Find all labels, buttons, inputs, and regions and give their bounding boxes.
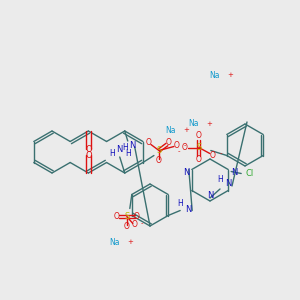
- Text: O: O: [196, 131, 202, 140]
- Text: O: O: [156, 156, 162, 165]
- Text: H: H: [125, 148, 130, 158]
- Text: O: O: [134, 212, 140, 221]
- Text: O: O: [85, 151, 92, 160]
- Text: Cl: Cl: [245, 169, 253, 178]
- Text: N: N: [130, 140, 136, 149]
- Text: N: N: [117, 145, 123, 154]
- Text: N: N: [225, 179, 231, 188]
- Text: -: -: [178, 148, 180, 154]
- Text: O: O: [166, 138, 172, 147]
- Text: +: +: [127, 239, 133, 245]
- Text: +: +: [206, 121, 212, 127]
- Text: H: H: [217, 175, 223, 184]
- Text: O: O: [114, 212, 120, 221]
- Text: N: N: [207, 190, 213, 200]
- Text: -: -: [184, 142, 186, 148]
- Text: H: H: [122, 143, 128, 152]
- Text: N: N: [183, 168, 189, 177]
- Text: Na: Na: [210, 70, 220, 80]
- Text: S: S: [196, 143, 201, 152]
- Text: O: O: [85, 145, 92, 154]
- Text: N: N: [231, 168, 237, 177]
- Text: +: +: [183, 128, 189, 134]
- Text: S: S: [156, 146, 162, 155]
- Text: O: O: [182, 143, 188, 152]
- Text: O: O: [196, 155, 202, 164]
- Text: O: O: [210, 151, 216, 160]
- Text: Na: Na: [189, 119, 199, 128]
- Text: S: S: [124, 212, 129, 221]
- Text: H: H: [109, 148, 115, 158]
- Text: Na: Na: [166, 126, 176, 135]
- Text: O: O: [132, 220, 138, 229]
- Text: -: -: [141, 220, 143, 226]
- Text: -: -: [220, 151, 222, 157]
- Text: O: O: [124, 222, 130, 231]
- Text: H: H: [177, 199, 183, 208]
- Text: N: N: [185, 205, 191, 214]
- Text: O: O: [174, 141, 180, 150]
- Text: O: O: [146, 138, 152, 147]
- Text: +: +: [227, 72, 233, 78]
- Text: Na: Na: [110, 238, 120, 247]
